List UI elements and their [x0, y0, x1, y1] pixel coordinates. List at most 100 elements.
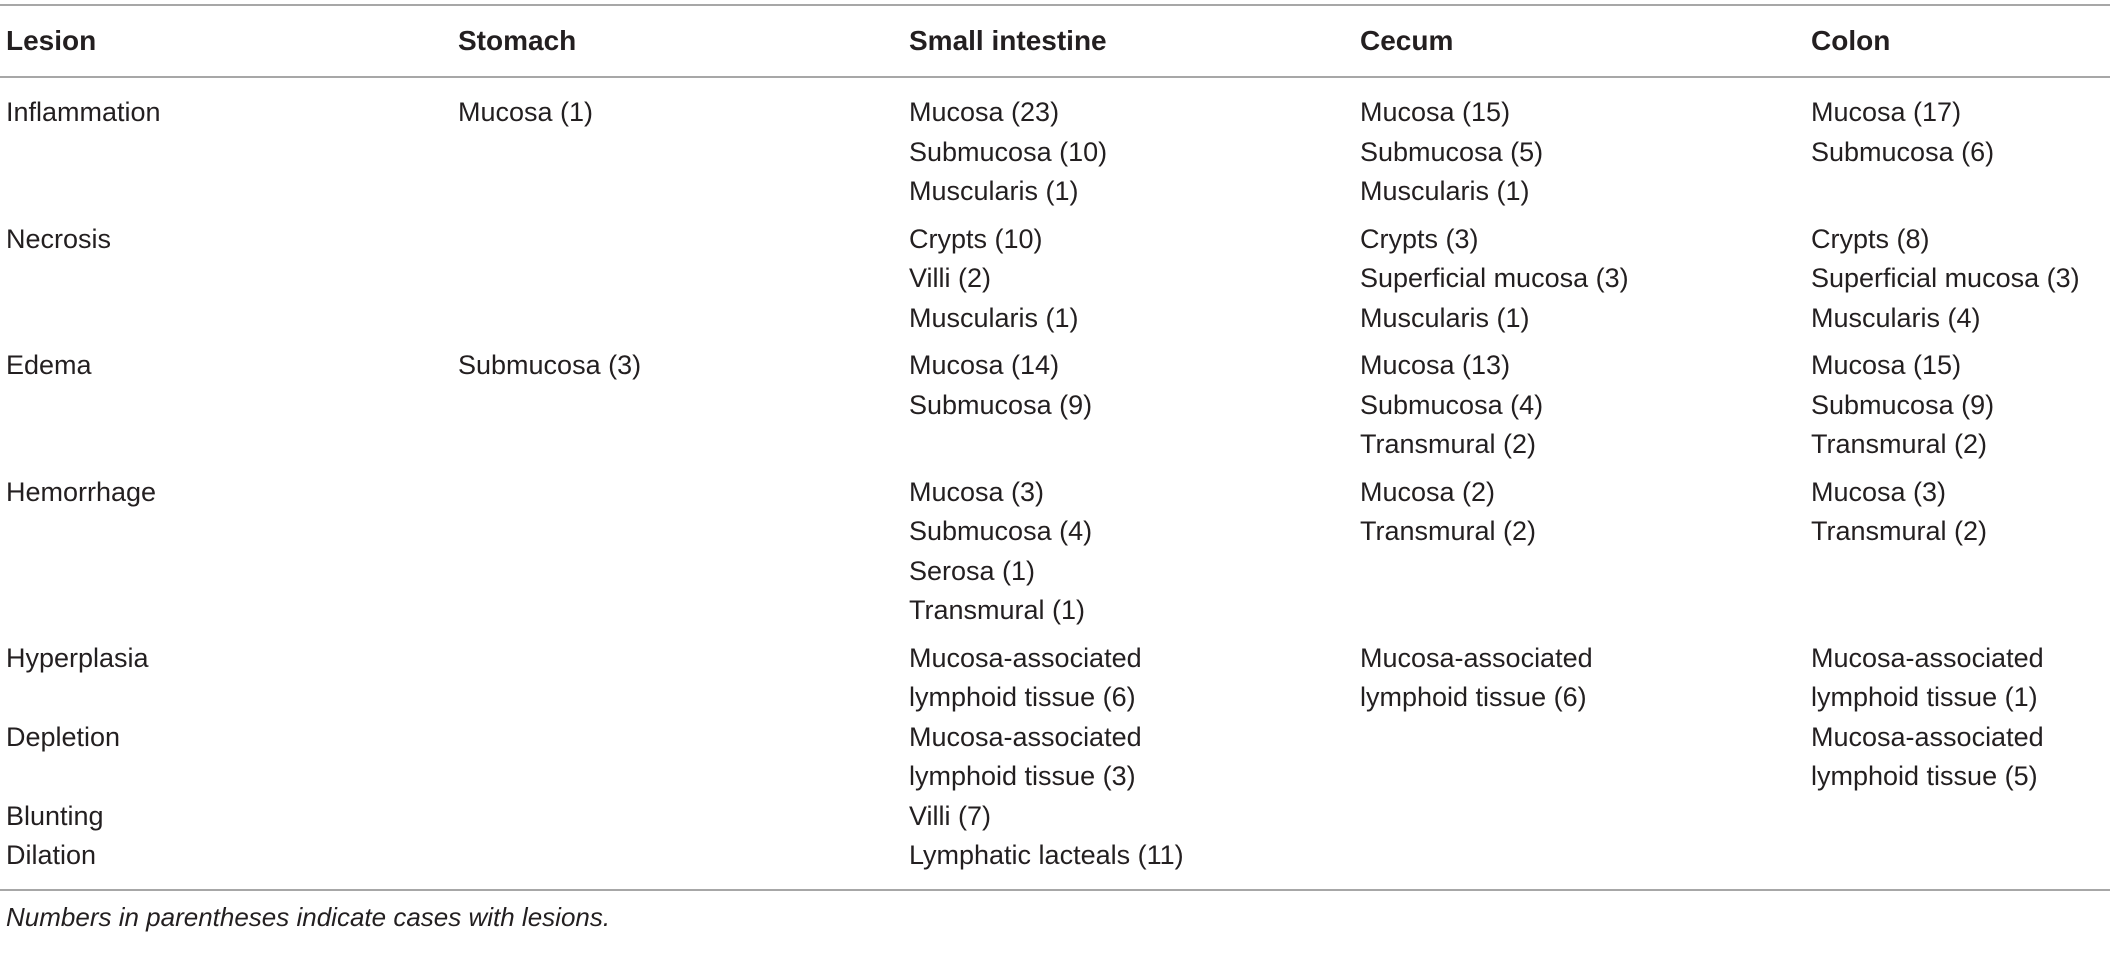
small-intestine-cell: Lymphatic lacteals (11) [903, 836, 1354, 890]
cell-line: Transmural (2) [1360, 516, 1537, 546]
lesion-cell: Hyperplasia [6, 642, 149, 673]
header-cecum: Cecum [1360, 25, 1454, 57]
header-lesion: Lesion [6, 25, 97, 57]
lesion-cell: Inflammation [6, 97, 161, 127]
cell-line: Muscularis (1) [1360, 302, 1530, 333]
table-row: Hemorrhage Mucosa (3) Submucosa (4) Serosa … [0, 473, 2110, 639]
colon-cell: Mucosa (3) Transmural (2) [1805, 473, 2110, 639]
stomach-cell [452, 220, 903, 347]
cell-line: Mucosa-associated [909, 642, 1142, 673]
cell-line: Muscularis (4) [1811, 302, 1981, 333]
cell-line: Crypts (10) [909, 223, 1043, 254]
header-colon: Colon [1811, 25, 1891, 57]
cell-line: lymphoid tissue (6) [1360, 682, 1587, 712]
cell-line: Mucosa (1) [458, 97, 594, 127]
cell-line: Villi (7) [909, 800, 992, 831]
cell-line: Transmural (1) [909, 595, 1086, 625]
cecum-cell: Mucosa (15) Submucosa (5) Muscularis (1) [1354, 77, 1805, 220]
cell-line: Mucosa (2) [1360, 476, 1496, 507]
cell-line: Mucosa (15) [1360, 97, 1511, 127]
stomach-cell: Mucosa (1) [452, 77, 903, 220]
table-row: Depletion Mucosa-associated lymphoid tissu… [0, 718, 2110, 797]
small-intestine-cell: Mucosa-associated lymphoid tissue (6) [903, 639, 1354, 718]
cell-line: Crypts (3) [1360, 223, 1479, 254]
cell-line: Mucosa-associated [1811, 721, 2044, 752]
lesion-cell: Blunting [6, 800, 104, 831]
table-row: Hyperplasia Mucosa-associated lymphoid tis… [0, 639, 2110, 718]
cell-line: Submucosa (4) [909, 516, 1093, 546]
small-intestine-cell: Villi (7) [903, 797, 1354, 837]
table-row: Dilation Lymphatic lacteals (11) [0, 836, 2110, 890]
cell-line: Mucosa (13) [1360, 350, 1511, 380]
cell-line: Submucosa (5) [1360, 136, 1544, 167]
cecum-cell [1354, 718, 1805, 797]
stomach-cell [452, 718, 903, 797]
table-header: Lesion Stomach Small intestine Cecum Col… [0, 5, 2110, 77]
table-footnote: Numbers in parentheses indicate cases wi… [6, 901, 611, 932]
cell-line: Muscularis (1) [909, 176, 1079, 206]
small-intestine-cell: Mucosa (23) Submucosa (10) Muscularis (1) [903, 77, 1354, 220]
cell-line: lymphoid tissue (1) [1811, 682, 2038, 712]
cell-line: Mucosa (17) [1811, 97, 1962, 127]
cecum-cell [1354, 836, 1805, 890]
cell-line: Transmural (2) [1360, 429, 1537, 459]
lesion-table: Lesion Stomach Small intestine Cecum Col… [0, 4, 2110, 891]
colon-cell: Mucosa-associated lymphoid tissue (1) [1805, 639, 2110, 718]
cell-line: Submucosa (6) [1811, 136, 1995, 167]
cell-line: Serosa (1) [909, 555, 1036, 586]
cell-line: lymphoid tissue (3) [909, 761, 1136, 791]
stomach-cell [452, 473, 903, 639]
small-intestine-cell: Mucosa (3) Submucosa (4) Serosa (1) Transmu… [903, 473, 1354, 639]
cecum-cell [1354, 797, 1805, 837]
cell-line: Mucosa-associated [1811, 642, 2044, 673]
cell-line: Superficial mucosa (3) [1360, 263, 1629, 293]
cell-line: Superficial mucosa (3) [1811, 263, 2080, 293]
colon-cell [1805, 836, 2110, 890]
header-small-intestine: Small intestine [909, 25, 1107, 57]
cell-line: Crypts (8) [1811, 223, 1930, 254]
stomach-cell [452, 797, 903, 837]
colon-cell: Crypts (8) Superficial mucosa (3) Muscular… [1805, 220, 2110, 347]
cell-line: Mucosa (3) [1811, 476, 1947, 507]
cell-line: lymphoid tissue (5) [1811, 761, 2038, 791]
cell-line: Submucosa (9) [1811, 389, 1995, 420]
cecum-cell: Crypts (3) Superficial mucosa (3) Muscular… [1354, 220, 1805, 347]
cell-line: Mucosa (23) [909, 97, 1060, 127]
cell-line: Transmural (2) [1811, 516, 1988, 546]
table-row: Inflammation Mucosa (1) Mucosa (23) Submuco… [0, 77, 2110, 220]
small-intestine-cell: Mucosa-associated lymphoid tissue (3) [903, 718, 1354, 797]
cell-line: Submucosa (10) [909, 136, 1108, 167]
cell-line: Villi (2) [909, 263, 992, 293]
table-row: Edema Submucosa (3) Mucosa (14) Submucosa (… [0, 346, 2110, 473]
lesion-cell: Depletion [6, 721, 121, 752]
cell-line: Mucosa-associated [909, 721, 1142, 752]
colon-cell: Mucosa (15) Submucosa (9) Transmural (2) [1805, 346, 2110, 473]
colon-cell [1805, 797, 2110, 837]
lesion-cell: Hemorrhage [6, 476, 157, 507]
cell-line: Submucosa (9) [909, 389, 1093, 420]
header-stomach: Stomach [458, 25, 577, 57]
stomach-cell [452, 836, 903, 890]
table-body: Inflammation Mucosa (1) Mucosa (23) Submuco… [0, 77, 2110, 890]
cecum-cell: Mucosa-associated lymphoid tissue (6) [1354, 639, 1805, 718]
cell-line: Transmural (2) [1811, 429, 1988, 459]
cecum-cell: Mucosa (13) Submucosa (4) Transmural (2) [1354, 346, 1805, 473]
lesion-cell: Dilation [6, 840, 97, 870]
small-intestine-cell: Mucosa (14) Submucosa (9) [903, 346, 1354, 473]
stomach-cell: Submucosa (3) [452, 346, 903, 473]
header-row: Lesion Stomach Small intestine Cecum Col… [0, 5, 2110, 77]
cell-line: Lymphatic lacteals (11) [909, 840, 1184, 870]
cell-line: Submucosa (4) [1360, 389, 1544, 420]
colon-cell: Mucosa (17) Submucosa (6) [1805, 77, 2110, 220]
small-intestine-cell: Crypts (10) Villi (2) Muscularis (1) [903, 220, 1354, 347]
cell-line: Mucosa (14) [909, 350, 1060, 380]
lesion-cell: Necrosis [6, 223, 112, 254]
cell-line: Mucosa-associated [1360, 642, 1593, 673]
stomach-cell [452, 639, 903, 718]
lesion-cell: Edema [6, 350, 92, 380]
colon-cell: Mucosa-associated lymphoid tissue (5) [1805, 718, 2110, 797]
cell-line: Submucosa (3) [458, 350, 642, 380]
table-row: Necrosis Crypts (10) Villi (2) Muscularis (… [0, 220, 2110, 347]
cell-line: Mucosa (3) [909, 476, 1045, 507]
